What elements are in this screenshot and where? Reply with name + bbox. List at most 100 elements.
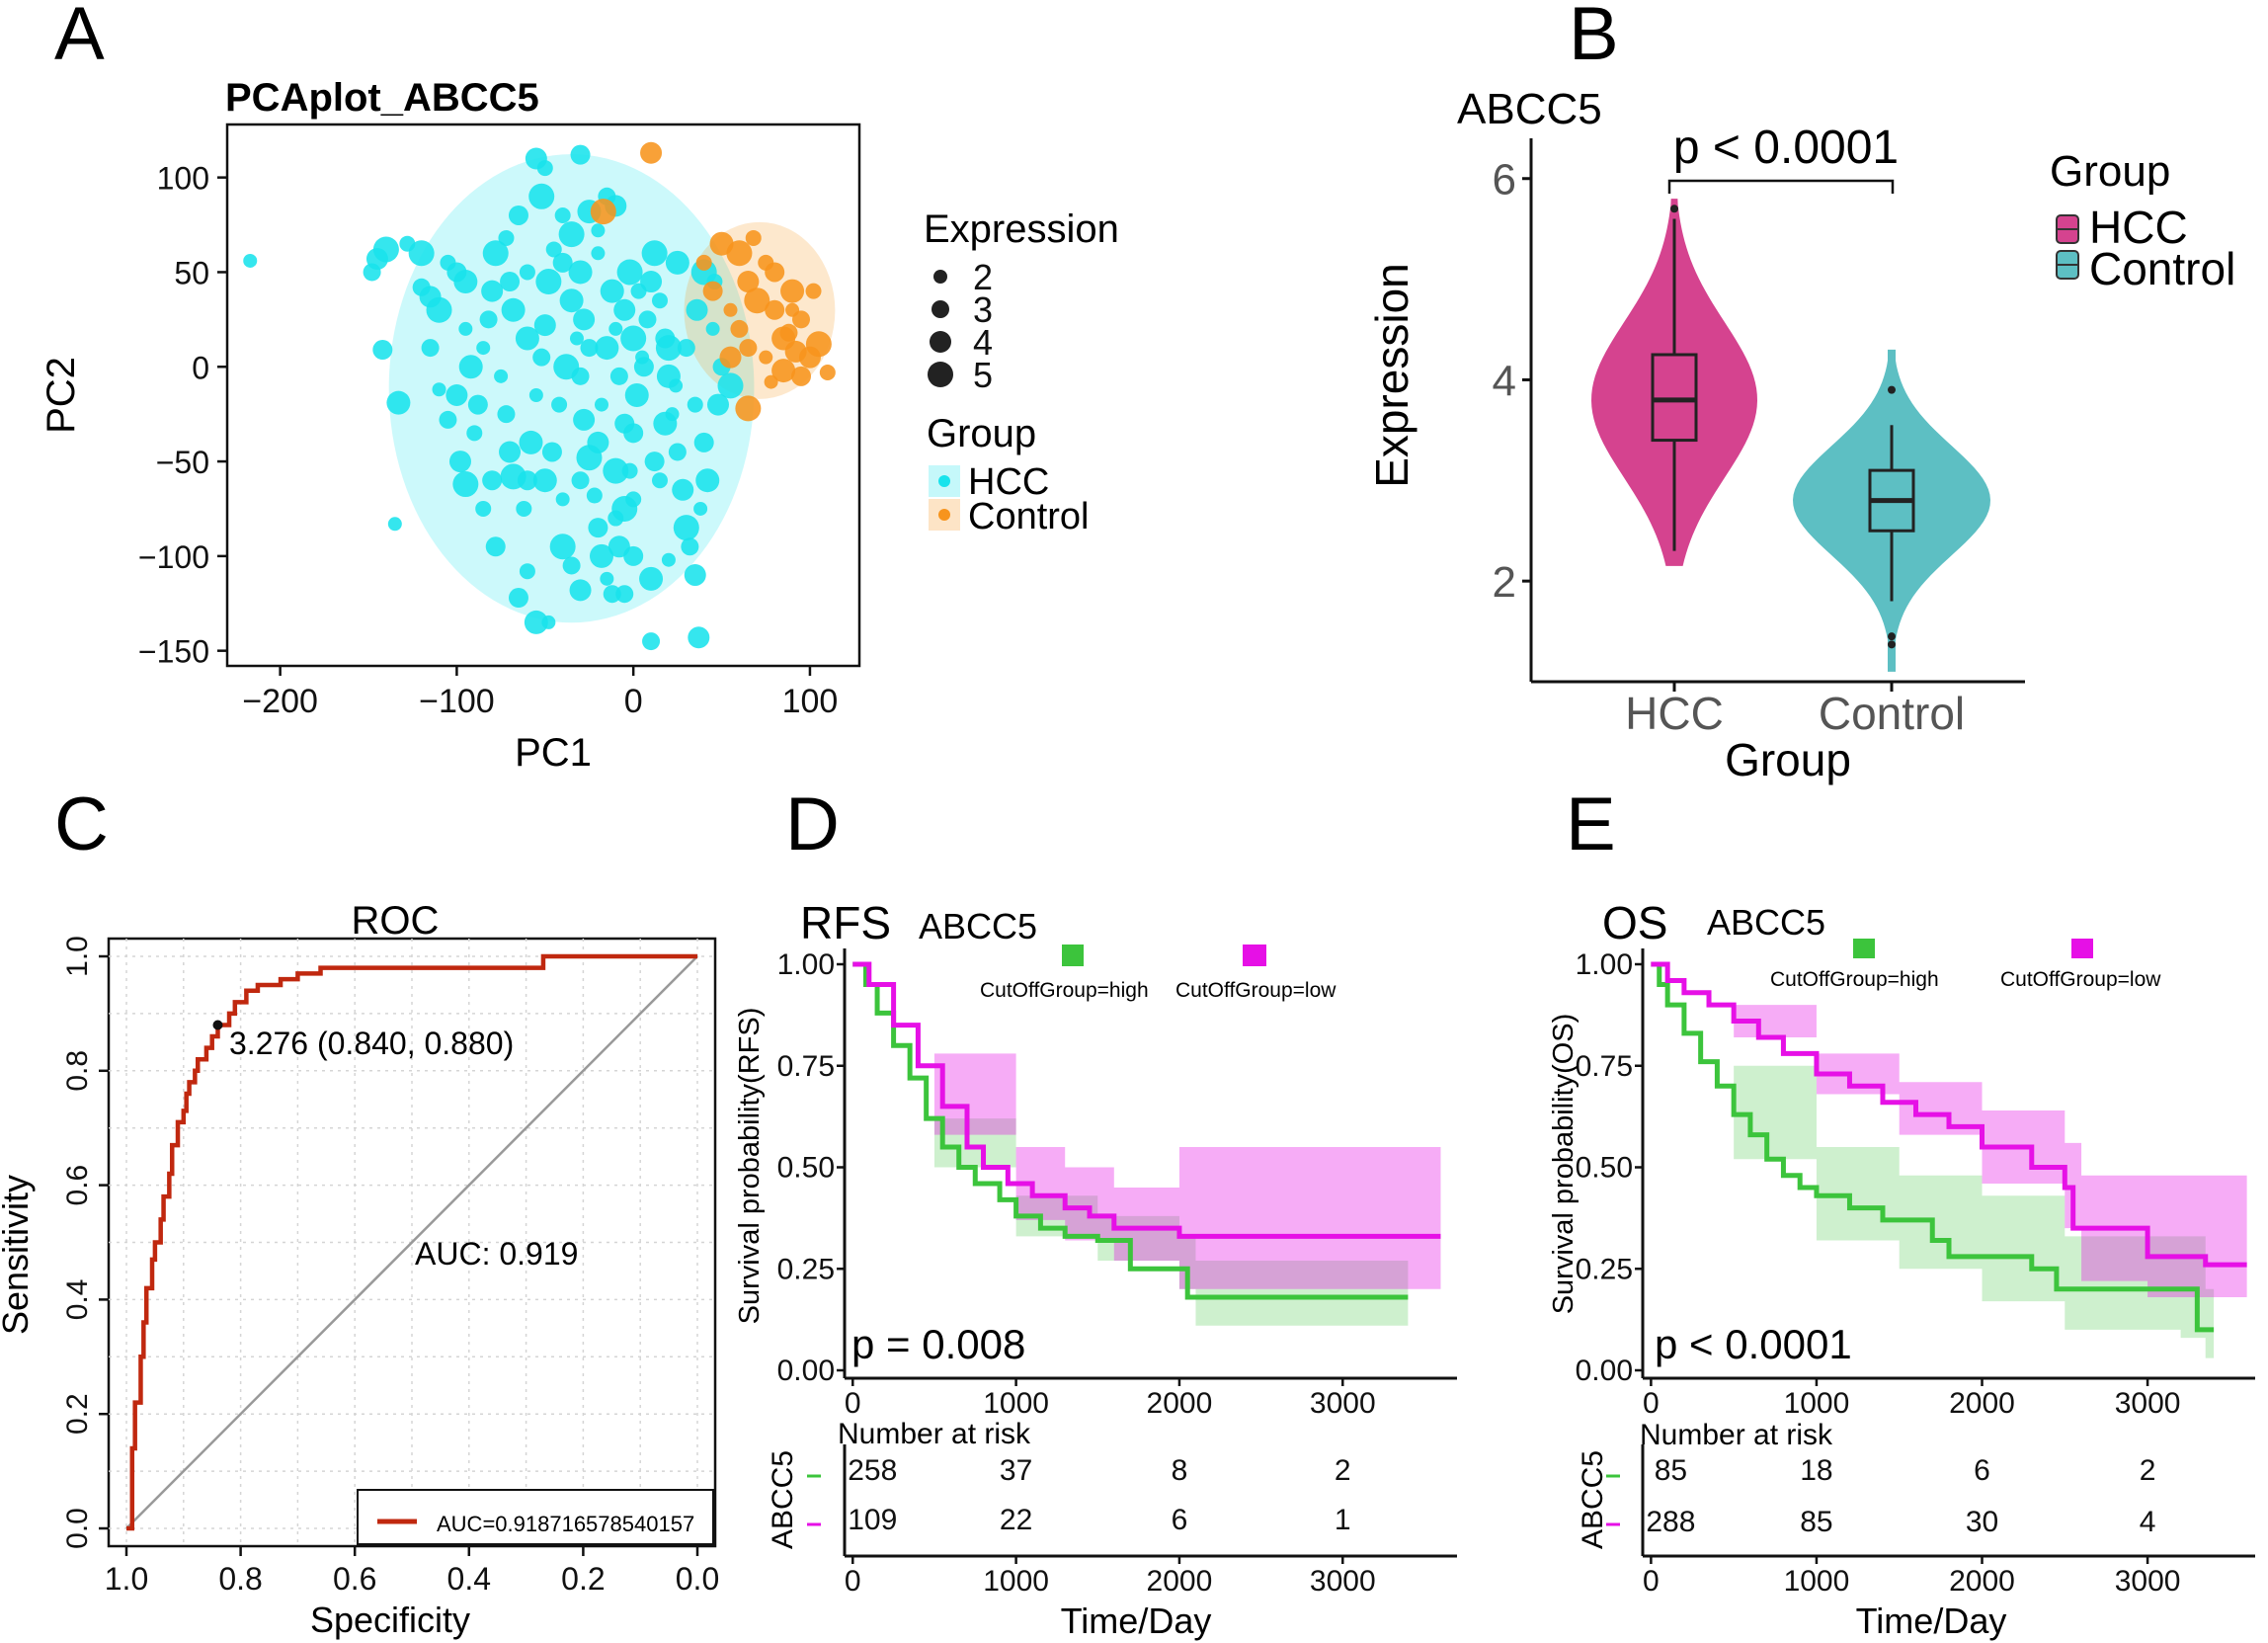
pca-legend-hcc-dot	[938, 475, 950, 487]
pca-hcc-point	[603, 585, 621, 604]
pca-hcc-point	[681, 537, 699, 556]
pca-hcc-point	[475, 500, 492, 517]
roc-xtick-label: 0.2	[561, 1561, 605, 1597]
pca-hcc-point	[458, 321, 473, 336]
risk-xtick-label: 3000	[1310, 1565, 1376, 1598]
pca-hcc-point	[687, 396, 703, 413]
risk-xtick-label: 1000	[983, 1565, 1049, 1598]
pca-hcc-point	[717, 372, 744, 399]
rfs-risk-title: Number at risk	[838, 1418, 1031, 1450]
pca-hcc-point	[588, 518, 608, 538]
pca-control-point	[792, 310, 811, 329]
pca-hcc-point	[633, 357, 654, 377]
risk-xtick-label: 2000	[1949, 1565, 2015, 1598]
pca-ytick-label: 50	[174, 255, 209, 290]
pca-hcc-point	[630, 283, 647, 299]
pca-hcc-point	[524, 610, 548, 634]
pca-hcc-point	[554, 206, 571, 223]
pca-hcc-point	[586, 487, 603, 504]
pca-xlabel: PC1	[515, 731, 592, 775]
pca-control-point	[590, 199, 616, 225]
km-xtick-label: 2000	[1147, 1387, 1213, 1420]
pca-hcc-point	[467, 394, 488, 415]
pca-xtick-label: 100	[782, 683, 839, 720]
panel-label-e: E	[1566, 782, 1616, 866]
risk-xtick-label: 2000	[1147, 1565, 1213, 1598]
pca-hcc-point	[532, 468, 557, 493]
pca-hcc-point	[500, 272, 521, 292]
pca-hcc-point	[614, 413, 635, 434]
pca-hcc-point	[669, 378, 684, 393]
risk-cell: 4	[2140, 1506, 2156, 1538]
pca-hcc-point	[494, 369, 509, 383]
pca-hcc-point	[686, 298, 708, 321]
pca-hcc-point	[672, 478, 694, 501]
risk-cell: 8	[1172, 1454, 1188, 1487]
km-high-ci-band	[1651, 964, 2215, 1358]
rfs-gene-label: ABCC5	[919, 906, 1037, 946]
pca-hcc-point	[640, 271, 663, 293]
pca-hcc-point	[482, 240, 509, 267]
rfs-pvalue: p = 0.008	[851, 1321, 1025, 1367]
roc-xlabel: Specificity	[310, 1600, 470, 1640]
pca-hcc-point	[533, 314, 556, 337]
rfs-legend-high-label: CutOffGroup=high	[980, 979, 1149, 1002]
pca-hcc-point	[485, 536, 506, 557]
rfs-risk-strata-label: ABCC5	[767, 1450, 799, 1549]
rfs-ylabel: Survival probability(RFS)	[734, 1008, 766, 1325]
pca-plot-area	[225, 123, 861, 668]
pca-hcc-point	[639, 566, 664, 591]
pca-hcc-point	[591, 223, 606, 238]
pca-hcc-point	[515, 326, 539, 351]
violin-legend-title: Group	[2050, 147, 2170, 196]
pca-size-legend-dot	[928, 362, 953, 387]
pca-hcc-point	[600, 279, 624, 303]
pca-hcc-point	[408, 240, 435, 267]
km-low-curve	[1651, 961, 2247, 1268]
roc-ylabel: Sensitivity	[0, 1175, 36, 1335]
km-ytick-label: 0.00	[777, 1355, 835, 1387]
os-title: OS	[1602, 897, 1667, 948]
pca-hcc-point	[608, 510, 624, 527]
pca-hcc-point	[638, 310, 657, 329]
panel-label-a: A	[54, 0, 105, 76]
os-risk-title: Number at risk	[1640, 1419, 1833, 1451]
risk-xtick-label: 3000	[2115, 1565, 2181, 1598]
pca-hcc-point	[532, 348, 551, 367]
violin-ylabel: Expression	[1366, 263, 1418, 488]
pca-hcc-point	[620, 325, 647, 352]
pca-control-point	[640, 141, 663, 164]
risk-xtick-label: 0	[845, 1565, 861, 1598]
pca-control-point	[744, 288, 770, 314]
panel-label-c: C	[54, 782, 109, 866]
pca-ytick-label: −100	[138, 539, 209, 575]
pca-hcc-point	[519, 563, 535, 580]
km-xtick-label: 1000	[1784, 1387, 1850, 1420]
pca-control-point	[765, 299, 785, 320]
os-legend-high-label: CutOffGroup=high	[1770, 968, 1939, 991]
pca-hcc-point	[541, 442, 562, 462]
pca-hcc-point	[439, 410, 457, 429]
risk-cell: 30	[1966, 1506, 1998, 1538]
pca-size-legend-dot	[932, 300, 949, 318]
pca-hcc-point	[516, 500, 532, 517]
pca-size-legend-dot	[933, 270, 947, 284]
pca-hcc-point	[594, 397, 608, 412]
violin-legend-hcc-label: HCC	[2089, 202, 2188, 253]
pca-legend-hcc-label: HCC	[968, 461, 1049, 503]
violin-ytick-label: 6	[1493, 156, 1516, 205]
violin-category-label: Control	[1819, 688, 1965, 739]
pca-hcc-point	[452, 471, 479, 498]
violin-box	[1651, 353, 1698, 443]
roc-ytick-label: 0.2	[61, 1393, 94, 1435]
pca-hcc-point	[372, 340, 393, 361]
pca-hcc-point	[519, 430, 543, 454]
violin-ytick-label: 2	[1493, 558, 1516, 607]
pca-hcc-point	[446, 384, 468, 406]
pca-hcc-point	[553, 354, 580, 380]
pca-hcc-point	[655, 335, 682, 362]
os-panel: OS ABCC5 CutOffGroup=high CutOffGroup=lo…	[1548, 897, 2255, 1641]
pca-hcc-point	[651, 472, 668, 489]
pca-hcc-point	[624, 383, 649, 407]
